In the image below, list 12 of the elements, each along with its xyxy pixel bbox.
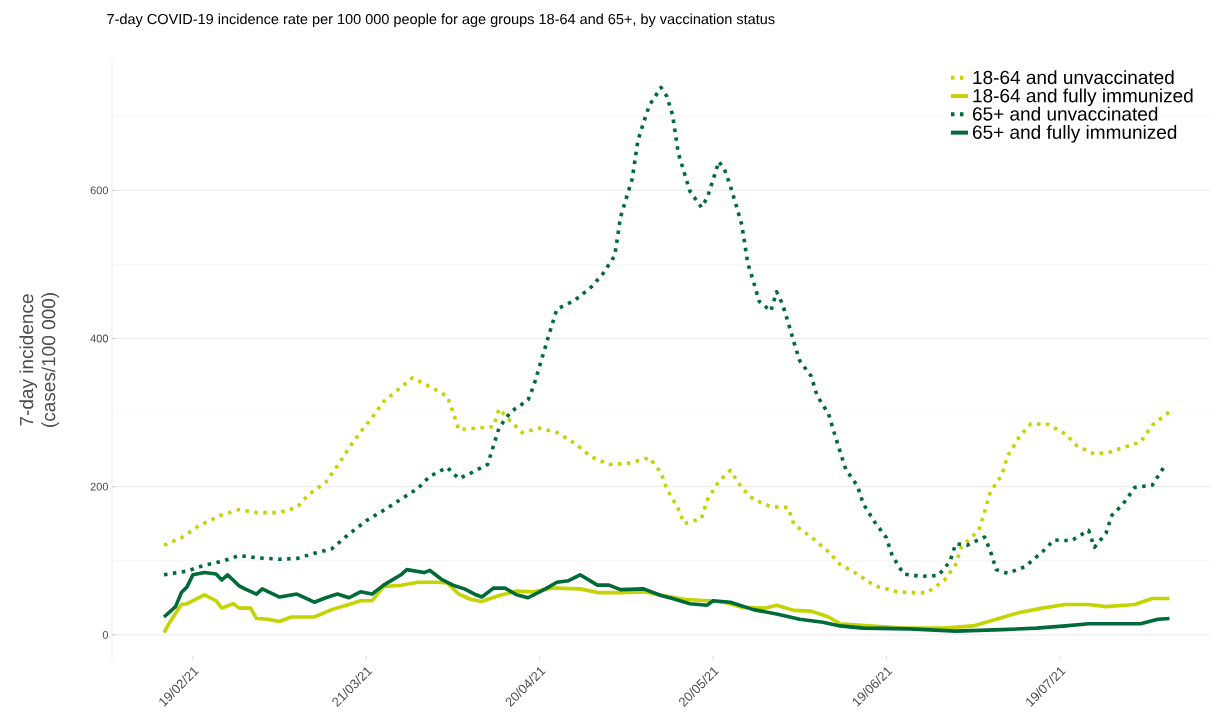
legend-label: 18-64 and unvaccinated (973, 70, 1174, 85)
legend-label: 65+ and fully immunized (972, 124, 1177, 143)
line-series (162, 375, 1172, 595)
legend-label: 65+ and unvaccinated (972, 106, 1158, 121)
line-series (162, 567, 1172, 633)
y-axis-title: 7-day incidence (cases/100 000) (19, 293, 60, 427)
legend-label: 18-64 and fully immunized (973, 88, 1193, 107)
y-tick-label: 200 (90, 482, 109, 491)
y-tick-label: 600 (90, 186, 109, 195)
y-tick-label: 400 (90, 334, 109, 343)
y-tick-label: 0 (102, 630, 109, 639)
chart-title: 7-day COVID-19 incidence rate per 100 000 people for age groups 18-64 and 65+, by vaccination status (107, 13, 775, 28)
